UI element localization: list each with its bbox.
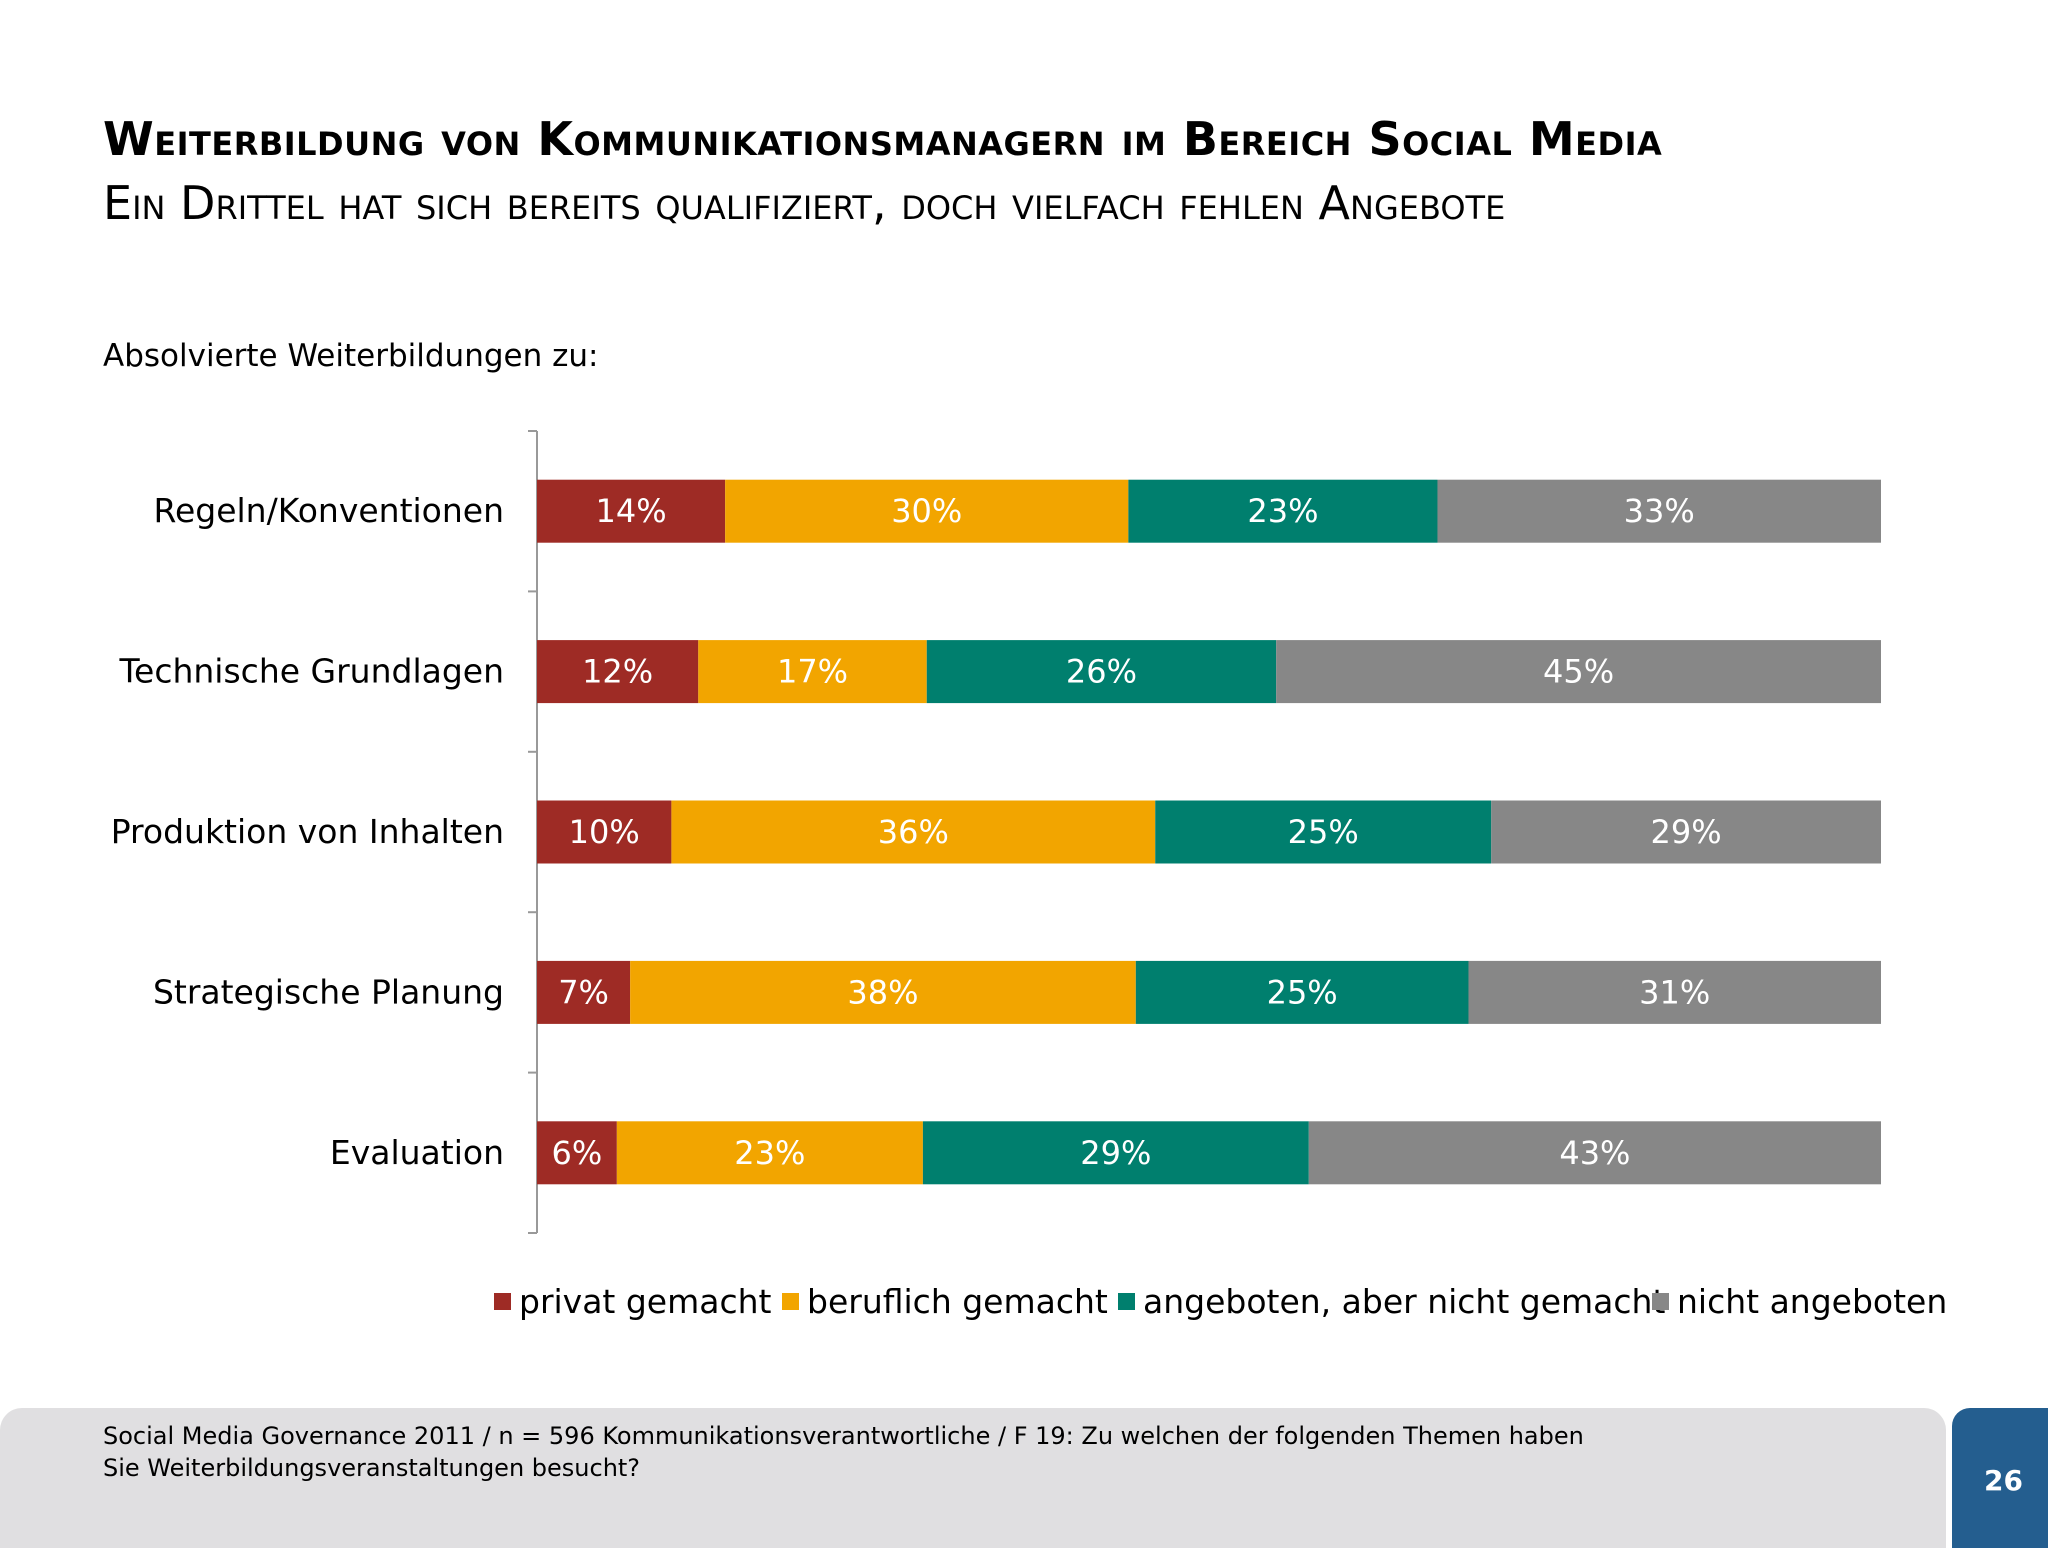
legend-item: angeboten, aber nicht gemacht <box>1118 1282 1665 1321</box>
bar-segment <box>537 640 699 704</box>
category-label: Regeln/Konventionen <box>154 491 504 530</box>
legend-swatch <box>1118 1293 1135 1310</box>
legend-label: privat gemacht <box>519 1282 772 1321</box>
bar-segment <box>537 800 672 864</box>
category-label: Technische Grundlagen <box>118 652 504 691</box>
data-label: 43% <box>1559 1134 1630 1172</box>
legend-item: nicht angeboten <box>1652 1282 1947 1321</box>
category-label: Produktion von Inhalten <box>111 812 504 851</box>
data-label: 33% <box>1624 492 1695 530</box>
data-label: 31% <box>1639 973 1710 1011</box>
data-label: 25% <box>1288 813 1359 851</box>
data-label: 14% <box>596 492 667 530</box>
data-label: 12% <box>582 653 653 691</box>
legend-label: angeboten, aber nicht gemacht <box>1143 1282 1666 1321</box>
slide-title: Weiterbildung von Kommunikationsmanagern… <box>103 112 1663 166</box>
legend-swatch <box>782 1293 799 1310</box>
data-label: 38% <box>847 973 918 1011</box>
bar-segment <box>1276 640 1881 704</box>
bar-segment <box>1155 800 1492 864</box>
bar-segment <box>1491 800 1881 864</box>
category-label: Strategische Planung <box>153 972 504 1011</box>
footer-bar <box>0 1408 1946 1548</box>
bar-segment <box>1437 479 1881 543</box>
data-label: 7% <box>558 973 609 1011</box>
bar-segment <box>926 640 1277 704</box>
source-note: Social Media Governance 2011 / n = 596 K… <box>103 1422 1584 1482</box>
legend-swatch <box>1652 1293 1669 1310</box>
bar-segment <box>537 479 726 543</box>
category-label: Evaluation <box>330 1133 504 1172</box>
bar-segment <box>671 800 1156 864</box>
stacked-bar-chart: Regeln/Konventionen 14% 30% 23% 33% Technisch… <box>111 430 1881 1234</box>
page-number-box: 26 <box>1952 1408 2048 1548</box>
bar-segment <box>1135 960 1469 1024</box>
legend-swatch <box>494 1293 511 1310</box>
data-label: 6% <box>552 1134 603 1172</box>
legend-label: beruflich gemacht <box>807 1282 1108 1321</box>
data-label: 10% <box>569 813 640 851</box>
bar-segment <box>725 479 1129 543</box>
data-label: 29% <box>1651 813 1722 851</box>
data-label: 45% <box>1543 653 1614 691</box>
data-label: 17% <box>777 653 848 691</box>
legend-item: beruflich gemacht <box>782 1282 1108 1321</box>
bar-segment <box>537 1121 617 1185</box>
bar-segment <box>537 960 631 1024</box>
data-label: 30% <box>891 492 962 530</box>
legend-label: nicht angeboten <box>1677 1282 1948 1321</box>
slide-subtitle: Ein Drittel hat sich bereits qualifizier… <box>103 176 1506 230</box>
legend-item: privat gemacht <box>494 1282 771 1321</box>
data-label: 26% <box>1066 653 1137 691</box>
chart-title: Absolvierte Weiterbildungen zu: <box>103 338 599 374</box>
data-label: 23% <box>1247 492 1318 530</box>
data-label: 23% <box>734 1134 805 1172</box>
data-label: 29% <box>1080 1134 1151 1172</box>
data-label: 25% <box>1267 973 1338 1011</box>
bar-segment <box>1308 1121 1881 1185</box>
data-label: 36% <box>878 813 949 851</box>
bar-segment <box>1128 479 1438 543</box>
bar-segment <box>922 1121 1309 1185</box>
bar-segment <box>616 1121 923 1185</box>
bar-segment <box>1468 960 1881 1024</box>
page-number: 26 <box>1984 1464 2023 1497</box>
bar-segment <box>698 640 927 704</box>
bar-segment <box>630 960 1136 1024</box>
